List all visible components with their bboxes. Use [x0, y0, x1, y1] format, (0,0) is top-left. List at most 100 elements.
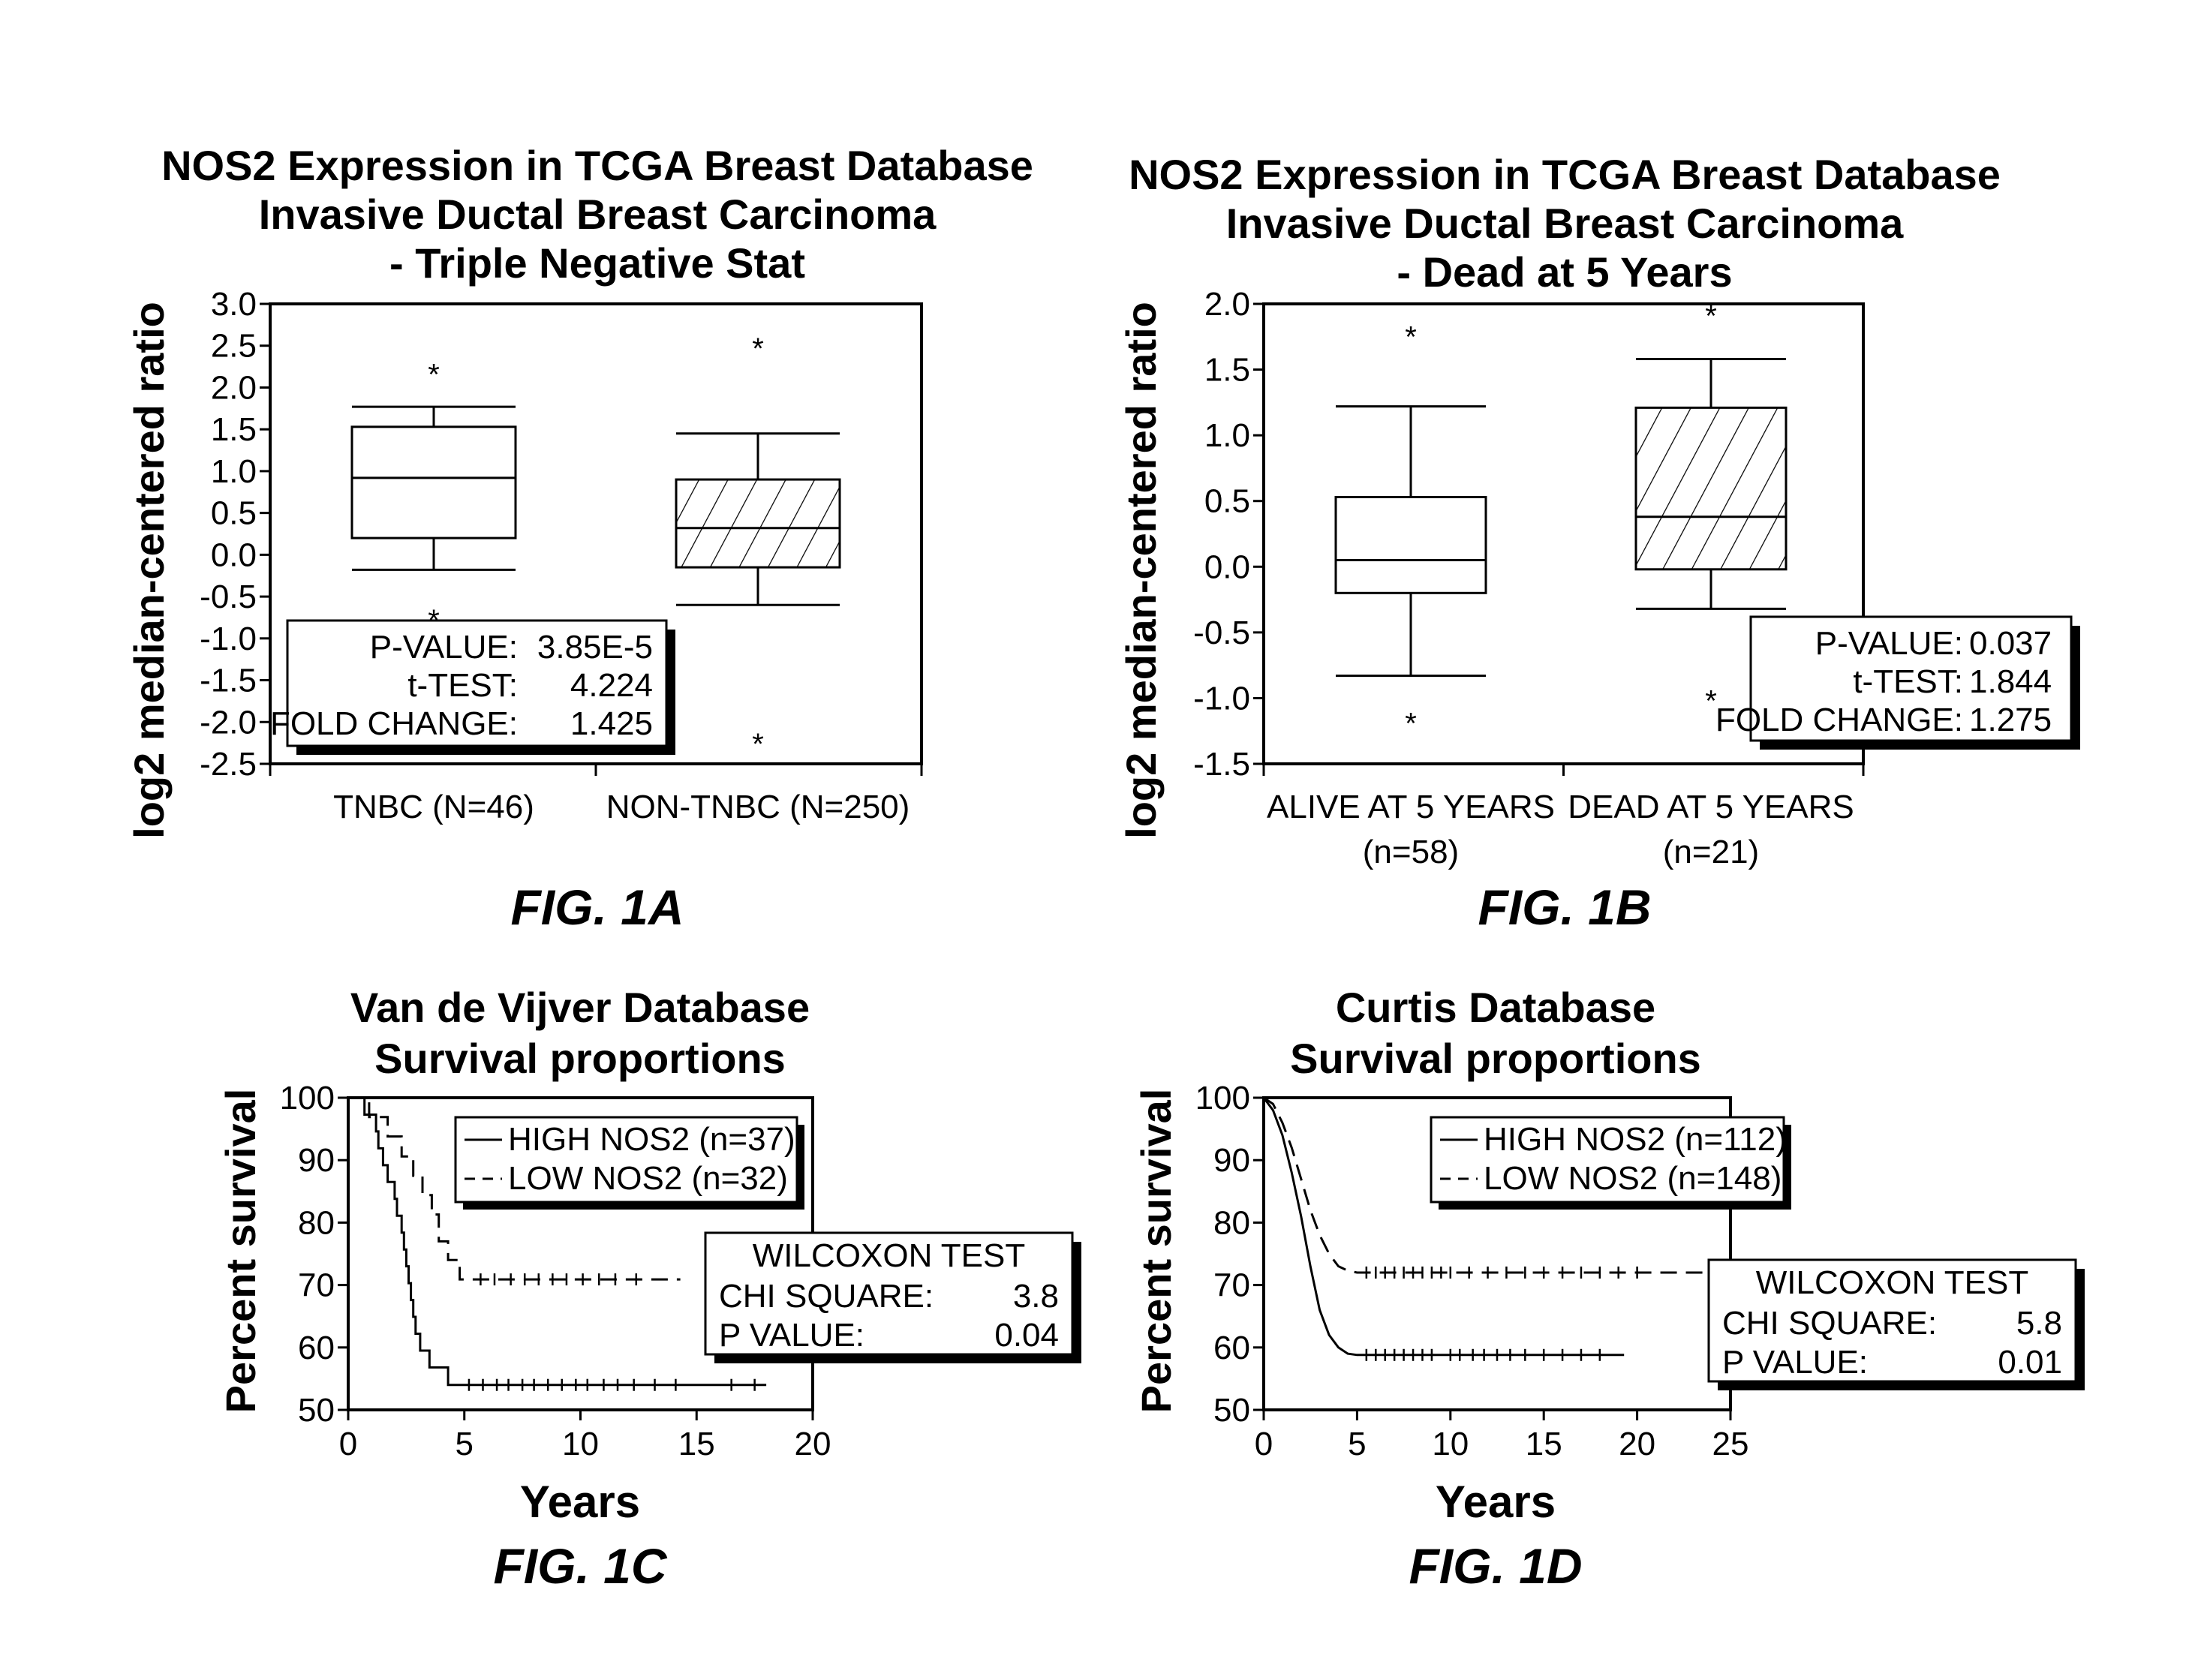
- fig1c-y-axis-label: Percent survival: [217, 1089, 264, 1414]
- x-tick-label: 15: [1526, 1426, 1562, 1462]
- stat-label: P-VALUE:: [370, 629, 518, 666]
- legend-label: HIGH NOS2 (n=112): [1484, 1121, 1787, 1158]
- stat-label: FOLD CHANGE:: [1715, 702, 1963, 738]
- category-sublabel: (n=58): [1363, 834, 1459, 870]
- fig1d-legend: HIGH NOS2 (n=112)LOW NOS2 (n=148): [1431, 1117, 1791, 1210]
- outlier-point: *: [752, 332, 764, 365]
- y-tick-label: 90: [1213, 1142, 1250, 1179]
- figure: NOS2 Expression in TCGA Breast Database …: [0, 0, 2201, 1680]
- fig1b-categories: ALIVE AT 5 YEARS (n=58) DEAD AT 5 YEARS (n=…: [1267, 789, 1854, 870]
- fig1c-title-line-1: Van de Vijver Database: [350, 984, 810, 1031]
- fig1c-caption: FIG. 1C: [493, 1538, 667, 1594]
- fig1c-legend: HIGH NOS2 (n=37)LOW NOS2 (n=32): [456, 1117, 804, 1210]
- y-tick-label: -2.0: [200, 704, 257, 741]
- stat-label: t-TEST:: [1853, 663, 1963, 700]
- fig1c-title-line-2: Survival proportions: [374, 1035, 786, 1082]
- panel-fig-1b: NOS2 Expression in TCGA Breast Database …: [1117, 151, 2080, 935]
- x-tick-label: 20: [795, 1426, 831, 1462]
- fig1d-title-line-2: Survival proportions: [1290, 1035, 1701, 1082]
- stat-value: 4.224: [570, 667, 653, 704]
- y-tick-label: 1.0: [1204, 417, 1250, 454]
- y-tick-label: 100: [280, 1080, 335, 1116]
- fig1d-y-axis-label: Percent survival: [1132, 1089, 1180, 1414]
- y-tick-label: 2.0: [211, 369, 257, 406]
- panel-fig-1a: NOS2 Expression in TCGA Breast Database …: [125, 142, 1033, 935]
- category-label: ALIVE AT 5 YEARS: [1267, 789, 1555, 825]
- y-tick-label: -2.5: [200, 746, 257, 783]
- stat-value: 5.8: [2016, 1305, 2062, 1342]
- fig1b-y-axis-label: log2 median-centered ratio: [1117, 302, 1165, 839]
- fig1b-title-line-2: Invasive Ductal Breast Carcinoma: [1226, 200, 1904, 247]
- legend-label: LOW NOS2 (n=148): [1484, 1160, 1782, 1197]
- box-iqr: [352, 427, 516, 538]
- y-tick-label: 1.5: [211, 411, 257, 448]
- outlier-point: *: [1405, 321, 1417, 354]
- y-tick-label: -0.5: [1193, 615, 1250, 651]
- stat-label: P VALUE:: [1722, 1344, 1868, 1381]
- stat-value: 3.8: [1013, 1278, 1059, 1315]
- stats-box-title: WILCOXON TEST: [1756, 1264, 2028, 1301]
- box-0: **: [352, 358, 516, 637]
- y-tick-label: 60: [1213, 1330, 1250, 1366]
- y-tick-label: 1.5: [1204, 352, 1250, 389]
- y-tick-label: -1.5: [1193, 746, 1250, 783]
- x-tick-label: 0: [339, 1426, 357, 1462]
- category-label: NON-TNBC (N=250): [606, 789, 910, 825]
- fig1a-y-axis-label: log2 median-centered ratio: [125, 302, 173, 839]
- y-tick-label: 2.0: [1204, 286, 1250, 323]
- stat-label: P-VALUE:: [1815, 625, 1963, 662]
- category-sublabel: (n=21): [1663, 834, 1759, 870]
- fig1a-stats-box: P-VALUE:3.85E-5t-TEST:4.224FOLD CHANGE:1…: [270, 621, 675, 755]
- stat-value: 1.425: [570, 705, 653, 742]
- y-tick-label: -0.5: [200, 579, 257, 615]
- y-tick-label: 80: [298, 1204, 335, 1241]
- box-0: **: [1336, 321, 1486, 741]
- fig1d-title-line-1: Curtis Database: [1336, 984, 1655, 1031]
- outlier-point: *: [428, 358, 440, 391]
- panel-fig-1c: Van de Vijver Database Survival proporti…: [217, 984, 1081, 1594]
- y-tick-label: 1.0: [211, 453, 257, 490]
- x-tick-label: 15: [678, 1426, 715, 1462]
- stat-value: 0.04: [994, 1317, 1059, 1354]
- x-tick-label: 10: [1432, 1426, 1469, 1462]
- y-tick-label: 0.5: [211, 495, 257, 532]
- y-tick-label: -1.5: [200, 663, 257, 699]
- category-label: DEAD AT 5 YEARS: [1568, 789, 1854, 825]
- fig1a-categories: TNBC (N=46)NON-TNBC (N=250): [333, 789, 910, 825]
- stat-value: 1.844: [1969, 663, 2052, 700]
- box-iqr: [1636, 407, 1786, 569]
- stat-value: 3.85E-5: [537, 629, 653, 666]
- y-tick-label: -1.0: [200, 621, 257, 657]
- stats-box-title: WILCOXON TEST: [753, 1237, 1025, 1274]
- y-tick-label: 90: [298, 1142, 335, 1179]
- stat-label: P VALUE:: [719, 1317, 864, 1354]
- x-tick-label: 20: [1619, 1426, 1655, 1462]
- y-tick-label: 70: [298, 1267, 335, 1304]
- y-tick-label: 100: [1195, 1080, 1250, 1116]
- fig1b-caption: FIG. 1B: [1478, 879, 1651, 935]
- stat-value: 0.037: [1969, 625, 2052, 662]
- fig1a-caption: FIG. 1A: [510, 879, 684, 935]
- x-tick-label: 5: [1348, 1426, 1366, 1462]
- stat-label: CHI SQUARE:: [719, 1278, 934, 1315]
- y-tick-label: 60: [298, 1330, 335, 1366]
- y-tick-label: 50: [1213, 1392, 1250, 1429]
- legend-label: LOW NOS2 (n=32): [508, 1160, 788, 1197]
- fig1b-stats-box: P-VALUE:0.037t-TEST:1.844FOLD CHANGE:1.2…: [1715, 617, 2080, 750]
- fig1d-x-axis-label: Years: [1436, 1477, 1556, 1527]
- fig1b-title-line-3: - Dead at 5 Years: [1397, 248, 1732, 296]
- legend-label: HIGH NOS2 (n=37): [508, 1121, 795, 1158]
- fig1b-title-line-1: NOS2 Expression in TCGA Breast Database: [1129, 151, 2001, 198]
- y-tick-label: 3.0: [211, 286, 257, 323]
- outlier-point: *: [1705, 300, 1717, 333]
- fig1c-stats-box: WILCOXON TEST CHI SQUARE: 3.8 P VALUE: 0.04: [705, 1233, 1081, 1363]
- fig1a-title-line-1: NOS2 Expression in TCGA Breast Database: [161, 142, 1033, 189]
- fig1d-stats-box: WILCOXON TESTCHI SQUARE:5.8P VALUE:0.01: [1709, 1260, 2085, 1390]
- stat-label: CHI SQUARE:: [1722, 1305, 1937, 1342]
- y-tick-label: -1.0: [1193, 680, 1250, 717]
- y-tick-label: 70: [1213, 1267, 1250, 1304]
- stat-label: t-TEST:: [407, 667, 518, 704]
- y-tick-label: 0.0: [211, 536, 257, 573]
- fig1d-caption: FIG. 1D: [1409, 1538, 1582, 1594]
- fig1a-title-line-3: - Triple Negative Stat: [389, 239, 805, 287]
